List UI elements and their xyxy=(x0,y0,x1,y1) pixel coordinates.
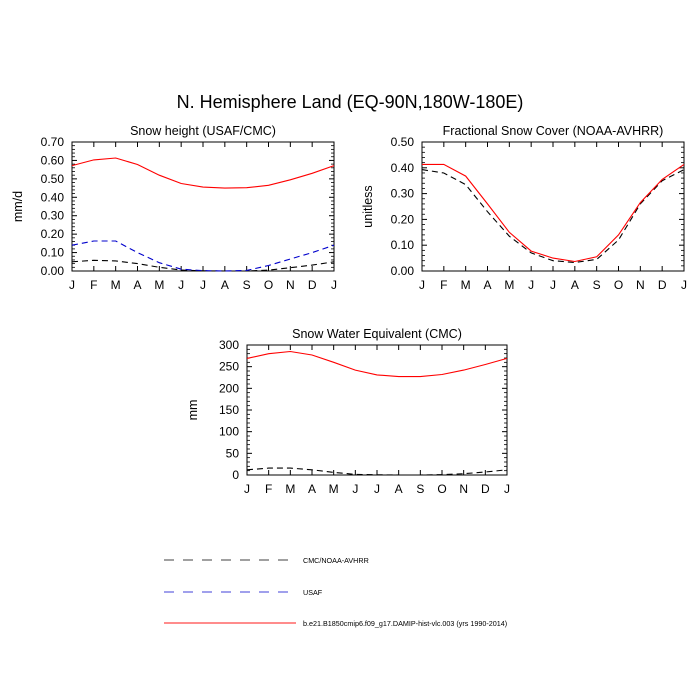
legend-label: b.e21.B1850cmip6.f09_g17.DAMIP-hist-vlc.… xyxy=(303,619,507,628)
panel-title: Snow height (USAF/CMC) xyxy=(130,124,276,138)
panel-title: Fractional Snow Cover (NOAA-AVHRR) xyxy=(443,124,664,138)
y-tick-label: 0.10 xyxy=(391,238,415,252)
x-tick-label: F xyxy=(265,482,272,496)
x-tick-label: M xyxy=(504,278,514,292)
series-line-b xyxy=(246,350,508,378)
x-tick-label: J xyxy=(244,482,250,496)
y-tick-label: 0.20 xyxy=(41,227,65,241)
y-tick-label: 0.30 xyxy=(391,187,415,201)
series-line-cmc xyxy=(421,169,685,264)
y-tick-label: 0 xyxy=(232,468,239,482)
x-tick-label: M xyxy=(154,278,164,292)
y-tick-label: 100 xyxy=(219,425,239,439)
y-tick-label: 0.10 xyxy=(41,246,65,260)
x-tick-label: N xyxy=(286,278,295,292)
series-line-usaf xyxy=(71,240,335,272)
x-tick-label: A xyxy=(133,278,141,292)
figure-title: N. Hemisphere Land (EQ-90N,180W-180E) xyxy=(177,92,524,112)
y-tick-label: 0.00 xyxy=(41,264,65,278)
x-tick-label: D xyxy=(658,278,667,292)
x-tick-label: S xyxy=(593,278,601,292)
x-tick-label: F xyxy=(90,278,97,292)
plot-frame xyxy=(246,344,508,476)
x-tick-label: D xyxy=(481,482,490,496)
series-line-b xyxy=(71,157,335,189)
series-line-b xyxy=(422,163,685,263)
x-tick-label: A xyxy=(221,278,229,292)
x-tick-label: S xyxy=(416,482,424,496)
x-tick-label: N xyxy=(459,482,468,496)
y-tick-label: 0.50 xyxy=(391,135,415,149)
y-tick-label: 0.50 xyxy=(41,172,65,186)
y-tick-label: 0.00 xyxy=(391,264,415,278)
y-axis-label: unitless xyxy=(361,185,375,227)
x-tick-label: A xyxy=(308,482,316,496)
panel-fractional-snow-cover: Fractional Snow Cover (NOAA-AVHRR) unitle… xyxy=(361,124,687,292)
x-tick-label: M xyxy=(329,482,339,496)
x-tick-label: J xyxy=(331,278,337,292)
plot-frame xyxy=(71,141,335,272)
x-tick-label: M xyxy=(285,482,295,496)
x-tick-label: A xyxy=(395,482,403,496)
x-tick-label: J xyxy=(550,278,556,292)
y-tick-label: 150 xyxy=(219,403,239,417)
x-tick-label: A xyxy=(571,278,579,292)
x-tick-label: S xyxy=(243,278,251,292)
y-tick-label: 0.70 xyxy=(41,135,65,149)
x-tick-label: J xyxy=(352,482,358,496)
legend-label: CMC/NOAA-AVHRR xyxy=(303,556,369,565)
y-tick-label: 300 xyxy=(219,338,239,352)
x-tick-label: F xyxy=(440,278,447,292)
x-tick-label: J xyxy=(528,278,534,292)
series-line-cmc xyxy=(71,259,335,272)
plot-frame xyxy=(421,141,685,272)
x-tick-label: J xyxy=(178,278,184,292)
x-tick-label: J xyxy=(200,278,206,292)
series-line-cmc xyxy=(246,467,508,476)
x-tick-label: J xyxy=(681,278,687,292)
x-tick-label: O xyxy=(437,482,446,496)
y-tick-label: 50 xyxy=(226,446,240,460)
panel-snow-water-equivalent: Snow Water Equivalent (CMC)mmJ F M A M J J A S O N… xyxy=(186,327,510,496)
y-tick-label: 250 xyxy=(219,360,239,374)
y-tick-label: 0.40 xyxy=(41,190,65,204)
x-tick-label: J xyxy=(69,278,75,292)
y-axis-label: mm/d xyxy=(11,191,25,222)
panel-snow-height: Snow height (USAF/CMC)mm/dJ F M A M J J A S O N D J0… xyxy=(11,124,337,292)
x-tick-label: J xyxy=(374,482,380,496)
legend: CMC/NOAA-AVHRR USAF b.e21.B1850cmip6.f09_g… xyxy=(164,556,507,628)
x-tick-label: O xyxy=(614,278,623,292)
x-tick-label: D xyxy=(308,278,317,292)
y-tick-label: 0.40 xyxy=(391,161,415,175)
y-tick-label: 0.30 xyxy=(41,209,65,223)
y-axis-label: mm xyxy=(186,400,200,421)
panel-title: Snow Water Equivalent (CMC) xyxy=(292,327,462,341)
x-tick-label: O xyxy=(264,278,273,292)
x-tick-label: N xyxy=(636,278,645,292)
y-tick-label: 200 xyxy=(219,381,239,395)
x-tick-label: A xyxy=(483,278,491,292)
x-tick-label: M xyxy=(461,278,471,292)
x-tick-label: J xyxy=(504,482,510,496)
x-tick-label: J xyxy=(419,278,425,292)
legend-label: USAF xyxy=(303,588,323,597)
y-tick-label: 0.20 xyxy=(391,212,415,226)
x-tick-label: M xyxy=(111,278,121,292)
y-tick-label: 0.60 xyxy=(41,153,65,167)
